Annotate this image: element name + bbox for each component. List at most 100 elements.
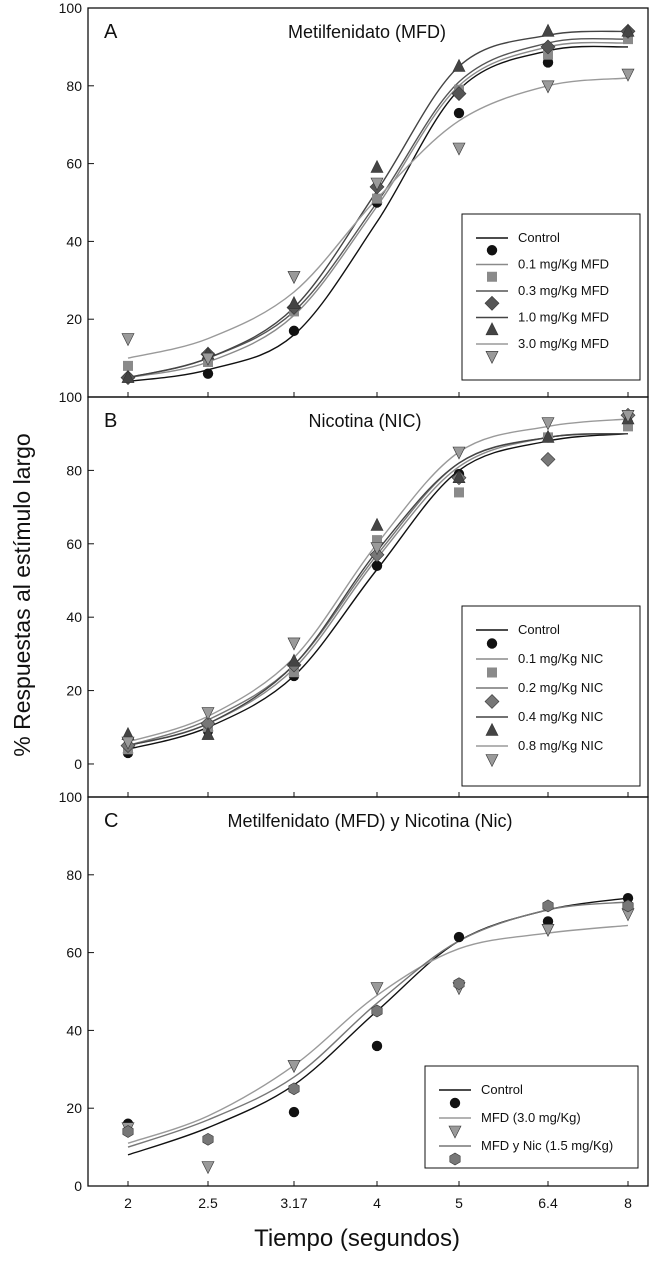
legend-label: 0.1 mg/Kg MFD [518, 257, 609, 272]
y-tick-label: 20 [66, 311, 82, 327]
y-tick-label: 0 [74, 756, 82, 772]
data-point [622, 892, 634, 904]
legend-label: 0.4 mg/Kg NIC [518, 709, 603, 724]
x-tick-label: 2.5 [198, 1195, 218, 1211]
y-tick-label: 60 [66, 156, 82, 172]
data-point [540, 451, 556, 467]
panel-frame [87, 796, 649, 1187]
data-point [370, 159, 384, 173]
data-point [370, 542, 384, 556]
data-point [370, 177, 384, 191]
x-tick-label: 4 [373, 1195, 381, 1211]
data-point [201, 707, 215, 721]
legend-marker [485, 754, 499, 768]
data-point [287, 295, 301, 309]
x-axis-title: Tiempo (segundos) [254, 1225, 460, 1252]
data-point [201, 1161, 215, 1175]
data-point [621, 409, 635, 423]
data-point [623, 421, 633, 432]
data-point [453, 977, 465, 991]
data-point [371, 560, 383, 572]
x-tick-label: 3.17 [280, 1195, 307, 1211]
legend-label: 0.1 mg/Kg NIC [518, 651, 603, 666]
legend-label: Control [518, 230, 560, 245]
data-point [371, 1004, 383, 1018]
data-point [452, 142, 466, 156]
y-axis-title: % Respuestas al estímulo largo [9, 433, 35, 756]
data-point [287, 1060, 301, 1074]
panel-letter: C [104, 810, 118, 832]
y-tick-label: 80 [66, 462, 82, 478]
legend-marker [484, 295, 500, 311]
data-point [201, 352, 215, 366]
data-point [372, 193, 382, 204]
data-point [288, 1106, 300, 1118]
legend-label: MFD (3.0 mg/Kg) [481, 1110, 581, 1125]
data-point [541, 429, 555, 443]
y-tick-label: 40 [66, 609, 82, 625]
legend-label: MFD y Nic (1.5 mg/Kg) [481, 1138, 613, 1153]
data-point [453, 931, 465, 943]
x-tick-label: 8 [624, 1195, 632, 1211]
legend-marker [486, 638, 498, 649]
data-point [541, 23, 555, 37]
legend-marker [486, 245, 498, 256]
data-point [287, 637, 301, 651]
legend-box [424, 1065, 639, 1169]
data-point [287, 271, 301, 285]
legend-marker [449, 1152, 461, 1166]
y-tick-label: 20 [66, 683, 82, 699]
data-point [622, 899, 634, 913]
panel-a: 20 40 60 80 100 A Metilfenidato (MFD) Control 0.… [59, 0, 649, 398]
legend: Control 0.1 mg/Kg MFD 0.3 mg/Kg MFD 1.0 mg/… [461, 213, 641, 381]
data-point [453, 107, 465, 119]
data-point [541, 417, 555, 431]
x-tick-label: 5 [455, 1195, 463, 1211]
data-point [451, 86, 467, 102]
legend: Control 0.1 mg/Kg NIC 0.2 mg/Kg NIC 0.4 mg/… [461, 605, 641, 787]
data-point [541, 923, 555, 937]
data-point [123, 360, 133, 371]
data-point [372, 535, 382, 546]
legend-label: 1.0 mg/Kg MFD [518, 310, 609, 325]
data-point [288, 1082, 300, 1096]
legend-label: Control [481, 1082, 523, 1097]
data-point [542, 57, 554, 68]
legend-marker [484, 694, 500, 709]
data-point [452, 58, 466, 72]
legend-label: 0.3 mg/Kg MFD [518, 283, 609, 298]
y-tick-label: 60 [66, 945, 82, 961]
data-point [452, 470, 466, 484]
legend: Control MFD (3.0 mg/Kg) MFD y Nic (1.5 mg/… [424, 1065, 639, 1169]
data-point [202, 1132, 214, 1146]
legend-marker [485, 350, 499, 364]
legend-marker [487, 271, 497, 282]
x-tick-label: 2 [124, 1195, 132, 1211]
panel-b: 0 20 40 60 80 100 B Nicotina (NIC) Control 0.1 mg… [59, 389, 649, 798]
legend-marker [487, 667, 497, 678]
panel-letter: A [104, 21, 118, 43]
y-tick-label: 60 [66, 536, 82, 552]
data-point [542, 899, 554, 913]
legend-marker [485, 722, 499, 736]
data-point [623, 34, 633, 45]
y-tick-label: 20 [66, 1100, 82, 1116]
panel-title: Metilfenidato (MFD) [288, 22, 446, 42]
data-point [370, 517, 384, 531]
data-point [288, 325, 300, 337]
panel-title: Nicotina (NIC) [308, 411, 421, 431]
data-point [121, 736, 135, 750]
panel-c: 0 20 40 60 80 100 C Metilfenidato (MFD) y Nicot… [59, 789, 649, 1194]
data-point [454, 487, 464, 498]
legend-label: 0.2 mg/Kg NIC [518, 680, 603, 695]
y-tick-label: 100 [59, 789, 83, 805]
x-tick-label: 6.4 [538, 1195, 558, 1211]
data-point [122, 1125, 134, 1138]
data-point [371, 1040, 383, 1052]
data-point [287, 653, 301, 667]
x-axis-labels: 2 2.5 3.17 4 5 6.4 8 [124, 1195, 632, 1211]
y-tick-label: 100 [59, 389, 83, 405]
legend-marker [448, 1125, 462, 1139]
